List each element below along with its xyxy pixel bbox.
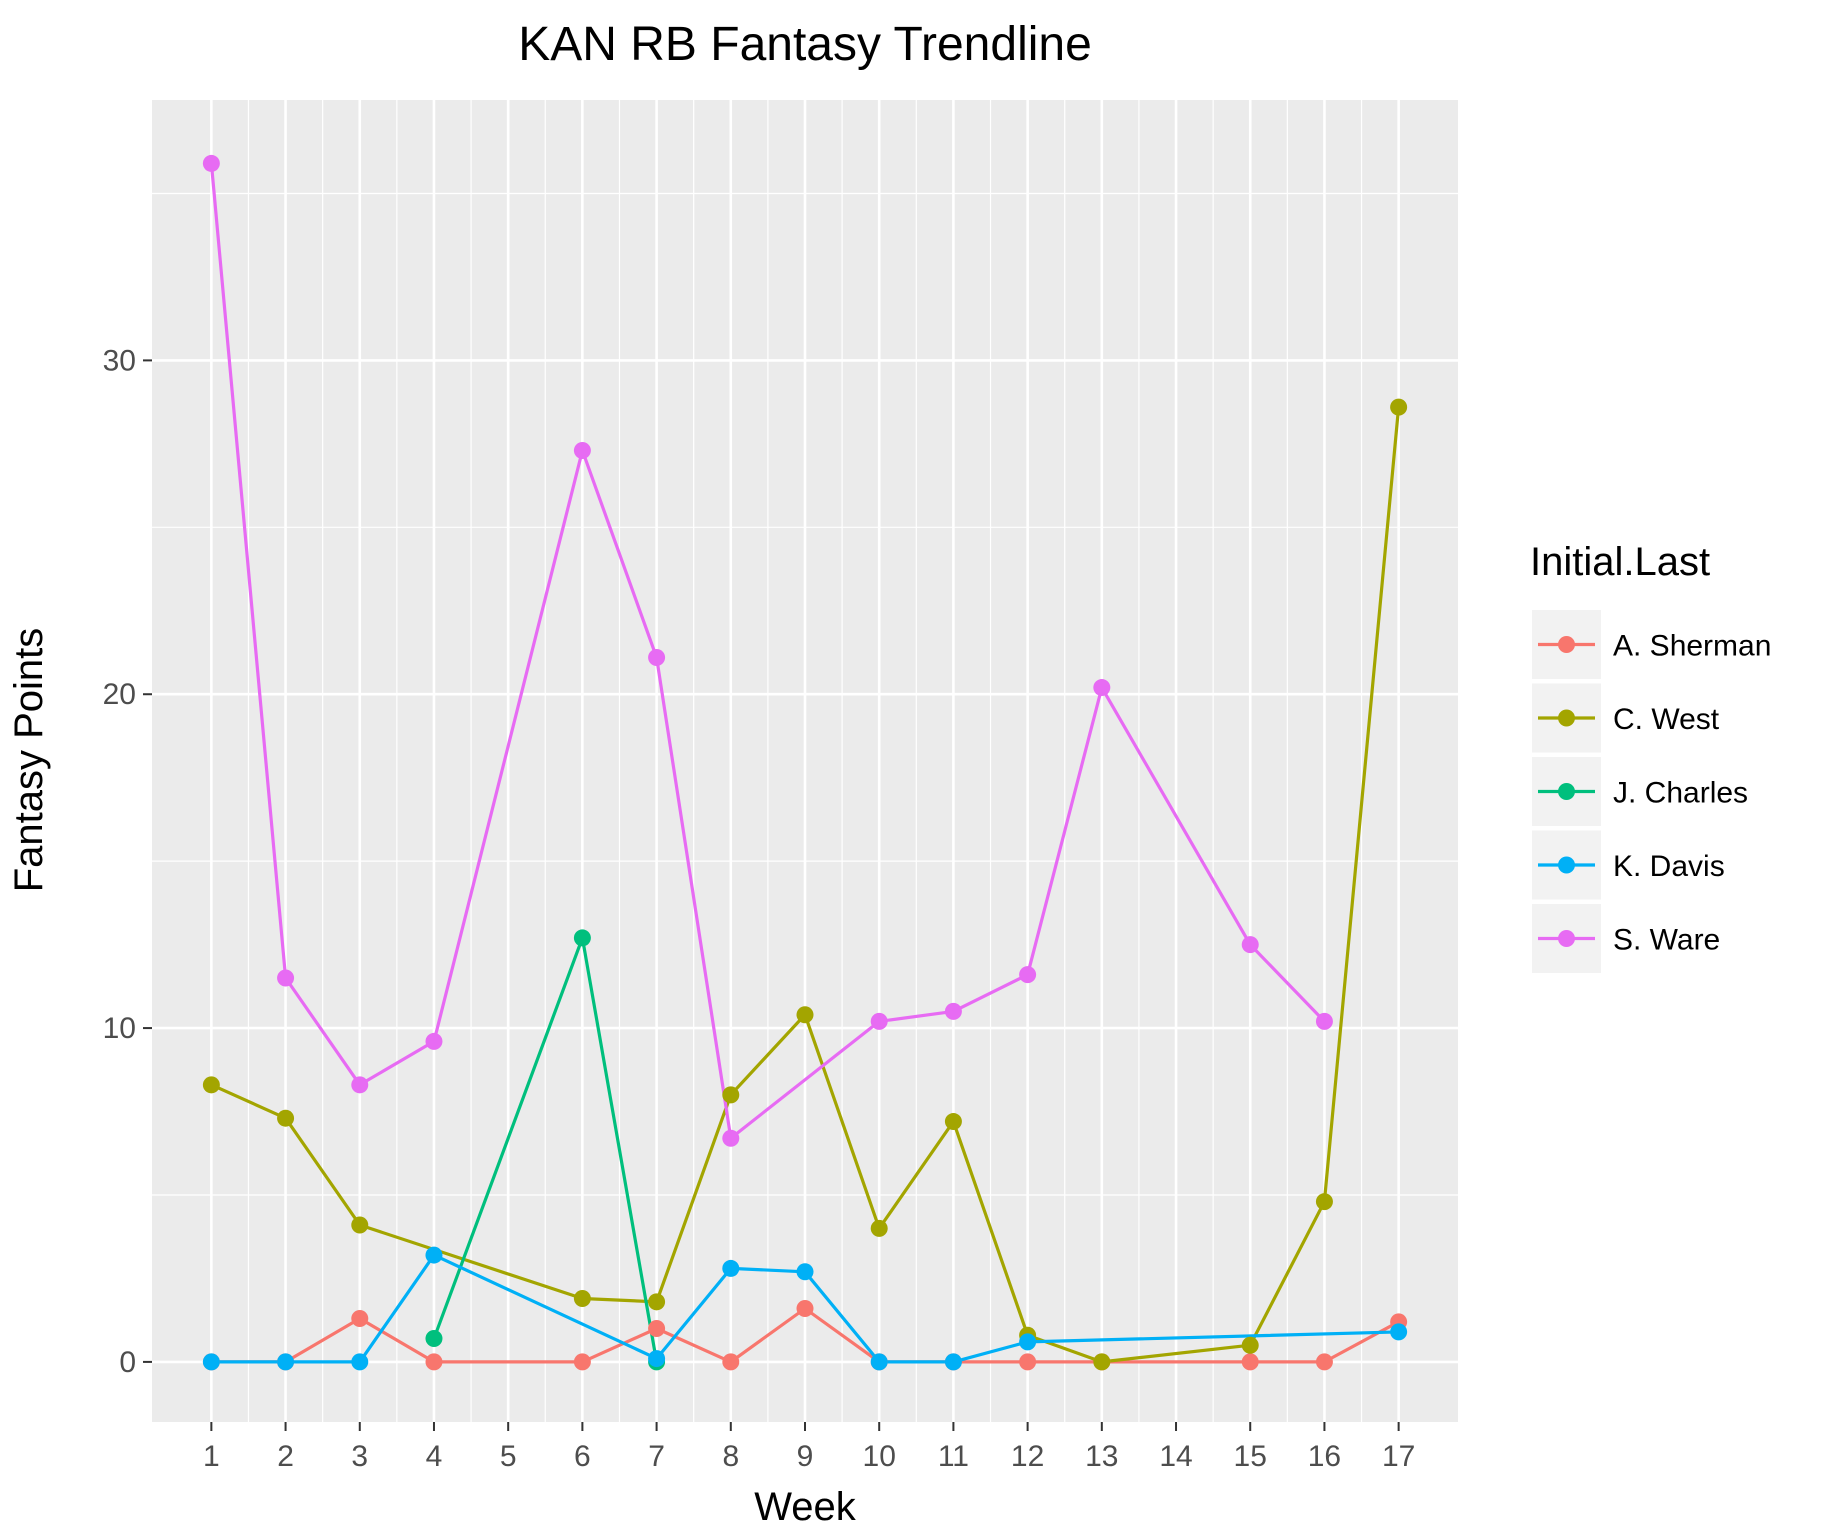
y-axis: 0 10 20 30 [103,344,152,1379]
data-point-s-ware [351,1076,369,1094]
x-tick-label: 17 [1382,1440,1415,1473]
x-tick-label: 3 [351,1440,368,1473]
chart-title: KAN RB Fantasy Trendline [518,18,1092,71]
legend-label: C. West [1613,703,1720,736]
y-tick-label: 0 [119,1346,136,1379]
data-point-c-west [202,1076,220,1094]
data-point-k-davis [722,1259,740,1277]
data-point-a-sherman [425,1353,443,1371]
legend-key-point [1558,709,1575,727]
data-point-a-sherman [722,1353,740,1371]
data-point-k-davis [648,1350,666,1368]
data-point-s-ware [870,1012,888,1030]
legend-item-c-west: C. West [1532,683,1720,753]
x-tick-label: 8 [722,1440,739,1473]
x-tick-label: 5 [500,1440,517,1473]
data-point-k-davis [1390,1323,1408,1341]
legend-title: Initial.Last [1530,540,1710,584]
data-point-s-ware [573,442,591,460]
data-point-k-davis [425,1246,443,1264]
legend-item-a-sherman: A. Sherman [1532,610,1771,679]
minor-gridlines [152,100,1458,1422]
x-tick-label: 6 [574,1440,591,1473]
legend-item-k-davis: K. Davis [1532,830,1725,900]
x-tick-label: 9 [797,1440,814,1473]
data-point-j-charles [425,1330,443,1348]
data-point-s-ware [1241,936,1259,954]
data-point-s-ware [425,1032,443,1050]
legend-key-point [1558,636,1575,653]
legend-item-s-ware: S. Ware [1532,904,1720,973]
legend-label: J. Charles [1613,777,1748,810]
data-point-k-davis [870,1353,888,1371]
data-point-s-ware [1315,1012,1333,1030]
data-point-c-west [648,1293,666,1311]
x-axis-title: Week [754,1485,857,1529]
legend-label: A. Sherman [1613,630,1771,663]
data-point-k-davis [944,1353,962,1371]
data-point-s-ware [1019,966,1037,984]
data-point-c-west [870,1219,888,1237]
data-point-j-charles [573,929,591,947]
data-point-s-ware [202,154,220,172]
data-point-c-west [351,1216,369,1234]
data-point-s-ware [277,969,295,987]
x-tick-label: 2 [277,1440,294,1473]
data-point-a-sherman [573,1353,591,1371]
y-tick-label: 10 [103,1012,136,1045]
x-tick-label: 10 [863,1440,896,1473]
data-point-k-davis [796,1263,814,1281]
x-tick-label: 1 [203,1440,220,1473]
data-point-c-west [1093,1353,1111,1371]
data-point-a-sherman [1315,1353,1333,1371]
data-point-c-west [1390,398,1408,416]
data-point-s-ware [648,649,666,667]
data-point-k-davis [202,1353,220,1371]
x-tick-label: 14 [1159,1440,1192,1473]
y-axis-title: Fantasy Points [7,628,51,893]
data-point-c-west [722,1086,740,1104]
data-point-a-sherman [1019,1353,1037,1371]
data-point-s-ware [1093,679,1111,697]
x-tick-label: 13 [1085,1440,1118,1473]
legend-key-point [1558,856,1575,874]
data-point-s-ware [944,1002,962,1020]
legend-label: K. Davis [1613,850,1725,883]
data-point-a-sherman [1241,1353,1259,1371]
data-point-c-west [1241,1336,1259,1354]
x-tick-label: 15 [1234,1440,1267,1473]
data-point-k-davis [1019,1333,1037,1351]
x-tick-label: 7 [648,1440,665,1473]
data-point-s-ware [722,1129,740,1147]
legend-items: A. Sherman C. West J. Charles K. Davis S. Wa… [1532,610,1771,973]
y-tick-label: 20 [103,678,136,711]
x-tick-label: 11 [938,1440,969,1473]
data-point-k-davis [277,1353,295,1371]
x-tick-label: 4 [426,1440,443,1473]
data-point-c-west [277,1109,295,1127]
data-point-a-sherman [648,1320,666,1338]
x-tick-label: 16 [1308,1440,1341,1473]
x-axis: 1 2 3 4 5 6 7 8 9 10 11 12 13 14 15 16 17 [203,1422,1415,1473]
y-tick-label: 30 [103,344,136,377]
legend-key-point [1558,783,1575,800]
data-point-c-west [796,1006,814,1024]
data-point-a-sherman [351,1310,369,1328]
data-point-a-sherman [796,1299,814,1317]
series-line-c-west [210,406,1401,1364]
legend: Initial.Last A. Sherman C. West J. Charles… [1530,540,1771,973]
legend-item-j-charles: J. Charles [1532,757,1748,826]
x-tick-label: 12 [1011,1440,1044,1473]
data-point-c-west [573,1289,591,1307]
series-points [202,154,1408,1371]
legend-key-point [1558,930,1575,947]
data-point-c-west [1315,1193,1333,1211]
legend-label: S. Ware [1613,924,1720,957]
data-point-k-davis [351,1353,369,1371]
series-layer [202,154,1408,1371]
data-point-c-west [944,1113,962,1131]
